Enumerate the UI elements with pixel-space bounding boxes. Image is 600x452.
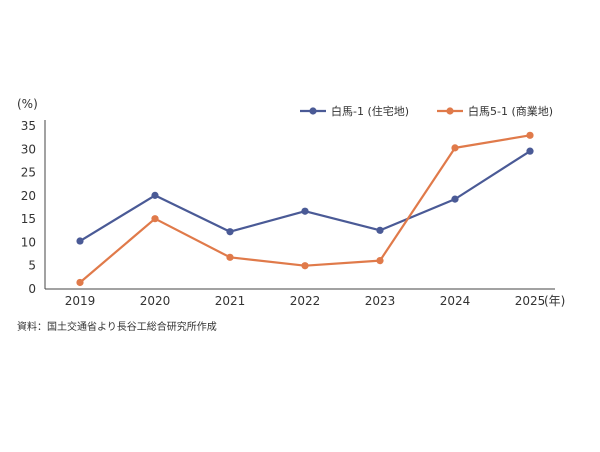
series-line-1: [79, 150, 531, 242]
data-point: [376, 256, 384, 265]
data-point: [451, 195, 459, 203]
x-tick-label: 2022: [290, 294, 321, 308]
data-point: [226, 228, 234, 236]
y-tick-label: 25: [21, 166, 36, 180]
x-tick-label: 2020: [140, 294, 171, 308]
data-point: [376, 226, 384, 234]
series-lines: [76, 131, 534, 287]
x-tick-label: 2025: [515, 294, 546, 308]
x-tick-label: 2021: [215, 294, 246, 308]
y-tick-label: 35: [21, 119, 36, 133]
legend: 白馬-1 (住宅地) 白馬5-1 (商業地): [300, 104, 553, 118]
data-point: [526, 131, 534, 139]
y-tick-label: 5: [28, 259, 36, 273]
x-tick-label: 2019: [65, 294, 96, 308]
legend-label-1: 白馬-1 (住宅地): [331, 104, 409, 118]
data-point: [301, 207, 309, 215]
y-tick-label: 15: [21, 212, 36, 226]
x-axis-ticks: 2019 2020 2021 2022 2023 2024 2025: [65, 294, 546, 308]
legend-label-2: 白馬5-1 (商業地): [468, 104, 553, 118]
y-tick-label: 30: [21, 142, 36, 156]
data-point: [301, 262, 309, 270]
source-note: 資料：国土交通省より長谷工総合研究所作成: [17, 320, 217, 333]
data-point: [76, 278, 84, 287]
y-tick-label: 0: [28, 282, 36, 296]
data-point: [451, 144, 459, 152]
legend-marker-1: [309, 107, 317, 115]
data-point: [76, 237, 84, 245]
y-axis-ticks: 0 5 10 15 20 25 30 35: [21, 119, 36, 296]
y-tick-label: 20: [21, 189, 36, 203]
data-point: [151, 215, 159, 223]
data-point: [226, 253, 234, 261]
x-tick-label: 2024: [440, 294, 471, 308]
data-point: [151, 191, 159, 199]
y-tick-label: 10: [21, 235, 36, 249]
data-point: [526, 147, 534, 155]
legend-marker-2: [446, 107, 454, 115]
y-axis-unit-label: (%): [17, 97, 38, 111]
x-axis-unit-label: (年): [544, 294, 565, 308]
x-tick-label: 2023: [365, 294, 396, 308]
axes: [44, 120, 555, 290]
